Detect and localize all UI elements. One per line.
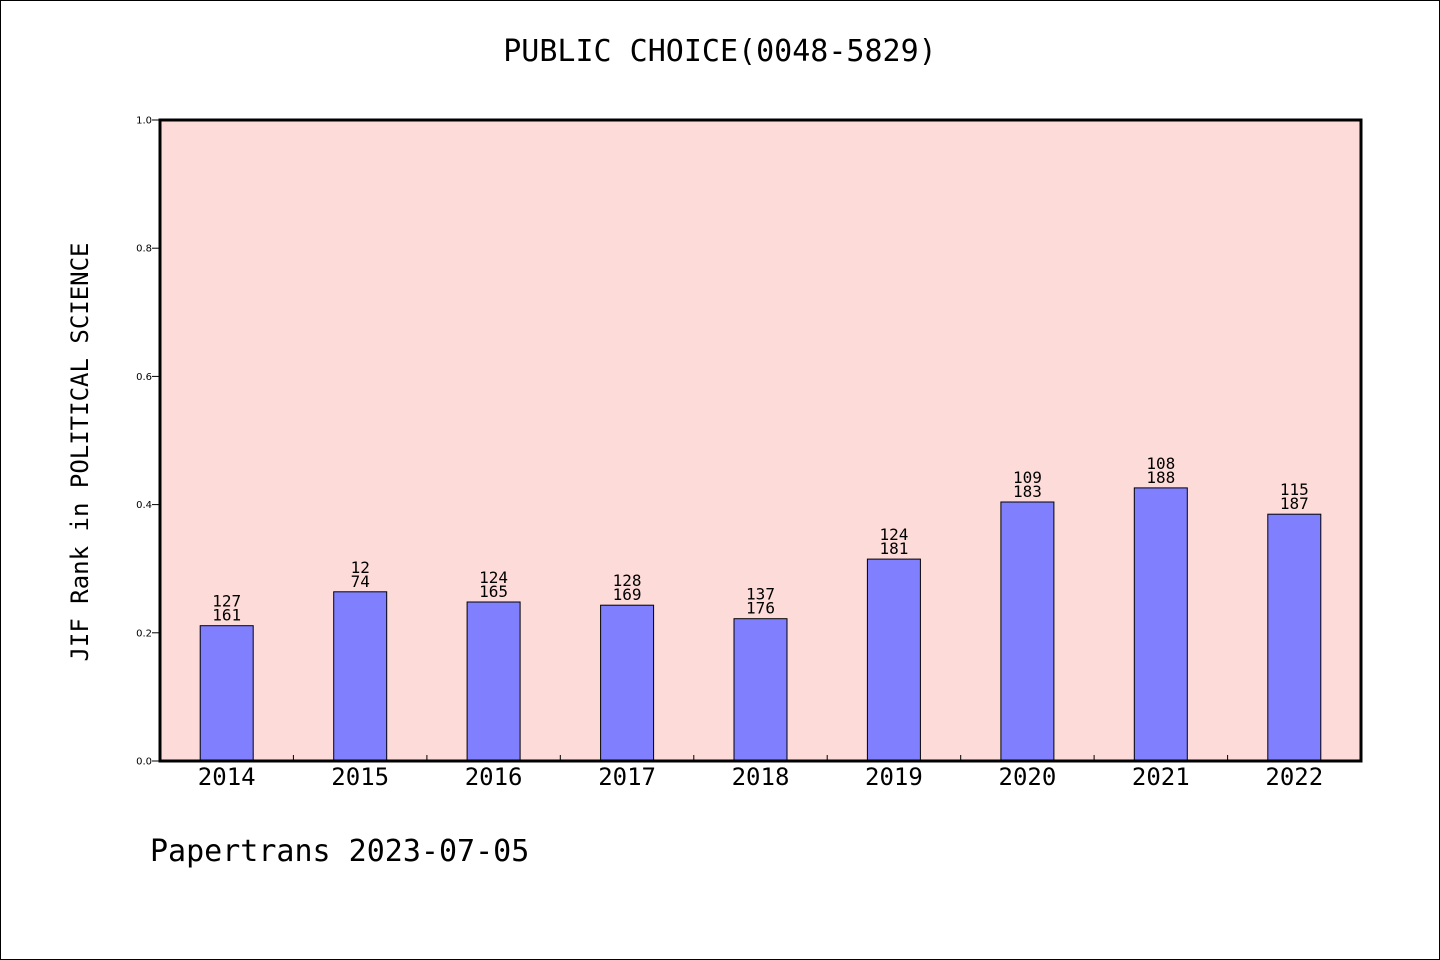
bar-2014 xyxy=(199,625,254,762)
x-axis-ticks: 2014 2015 2016 2017 2018 2019 2020 2021 2022 xyxy=(198,755,1323,791)
chart-title: PUBLIC CHOICE(0048-5829) xyxy=(503,34,937,69)
x-tick-label: 2019 xyxy=(865,763,923,791)
y-tick-label: 0.4 xyxy=(136,500,152,511)
x-tick-label: 2017 xyxy=(598,763,656,791)
data-label-rank: 127 xyxy=(212,592,241,611)
footer-watermark: Papertrans 2023-07-05 xyxy=(150,834,530,869)
bar-2015 xyxy=(333,591,388,762)
y-tick-label: 0.6 xyxy=(136,372,152,383)
data-label-total: 74 xyxy=(351,572,370,591)
x-tick-label: 2018 xyxy=(732,763,790,791)
data-label-total: 183 xyxy=(1013,482,1042,501)
bar-2019 xyxy=(866,558,921,762)
bars-layer xyxy=(199,487,1322,762)
data-label-total: 188 xyxy=(1146,468,1175,487)
data-label-total: 165 xyxy=(479,582,508,601)
x-tick-label: 2020 xyxy=(999,763,1057,791)
y-tick-label: 0.2 xyxy=(136,628,152,639)
plot-border xyxy=(158,118,1363,763)
y-axis-ticks: 0.0 0.2 0.4 0.6 0.8 1.0 xyxy=(136,116,160,768)
data-label-rank: 12 xyxy=(351,558,370,577)
data-label-total: 187 xyxy=(1280,494,1309,513)
x-tick-label: 2014 xyxy=(198,763,256,791)
data-label-rank: 124 xyxy=(879,525,908,544)
bar-2018 xyxy=(733,618,788,762)
x-tick-label: 2022 xyxy=(1265,763,1323,791)
bar-2017 xyxy=(600,604,655,762)
x-tick-label: 2021 xyxy=(1132,763,1190,791)
data-label-total: 169 xyxy=(613,585,642,604)
data-label-rank: 137 xyxy=(746,585,775,604)
bar-2016 xyxy=(466,601,521,762)
data-label-rank: 109 xyxy=(1013,468,1042,487)
bar-2022 xyxy=(1267,513,1322,762)
data-label-total: 176 xyxy=(746,599,775,618)
x-tick-label: 2015 xyxy=(331,763,389,791)
y-axis-label: JIF Rank in POLITICAL SCIENCE xyxy=(66,242,94,662)
data-label-rank: 115 xyxy=(1280,480,1309,499)
data-label-rank: 124 xyxy=(479,568,508,587)
data-label-rank: 108 xyxy=(1146,454,1175,473)
bar-2020 xyxy=(1000,501,1055,762)
y-tick-label: 0.0 xyxy=(136,757,152,768)
y-tick-label: 1.0 xyxy=(136,116,152,127)
data-label-rank: 128 xyxy=(613,571,642,590)
data-label-total: 181 xyxy=(879,539,908,558)
y-tick-label: 0.8 xyxy=(136,244,152,255)
bar-2021 xyxy=(1133,487,1188,762)
data-label-total: 161 xyxy=(212,606,241,625)
x-tick-label: 2016 xyxy=(465,763,523,791)
